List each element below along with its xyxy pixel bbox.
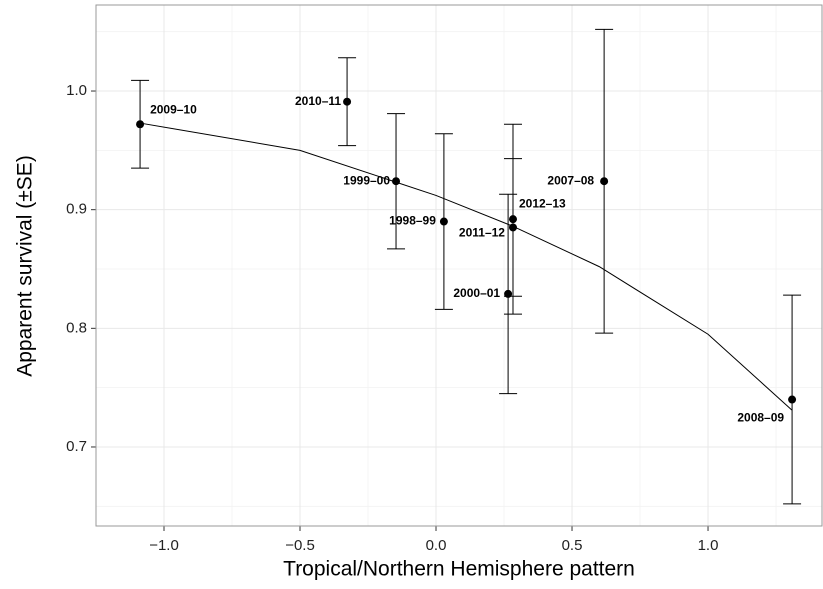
point <box>439 217 448 226</box>
point-label: 2011–12 <box>459 226 505 240</box>
x-tick-label: 0.0 <box>426 537 447 554</box>
point-label: 1998–99 <box>389 214 436 228</box>
x-tick-label: 1.0 <box>698 537 719 554</box>
x-tick-label: 0.5 <box>562 537 583 554</box>
point-label: 2012–13 <box>519 196 566 210</box>
y-tick-label: 0.7 <box>66 438 87 455</box>
x-axis-title: Tropical/Northern Hemisphere pattern <box>283 558 635 581</box>
x-tick-label: −1.0 <box>149 537 179 554</box>
point <box>392 177 401 186</box>
point <box>508 215 517 224</box>
point <box>343 97 352 106</box>
y-tick-label: 0.9 <box>66 201 87 218</box>
y-axis-title: Apparent survival (±SE) <box>14 155 37 377</box>
point <box>600 177 609 186</box>
point-label: 2000–01 <box>453 286 500 300</box>
point-label: 2007–08 <box>547 173 594 187</box>
point-label: 2010–11 <box>295 94 341 108</box>
x-tick-label: −0.5 <box>285 537 315 554</box>
point-label: 2009–10 <box>150 102 197 116</box>
point <box>788 395 797 404</box>
point-label: 2008–09 <box>737 411 784 425</box>
y-tick-label: 0.8 <box>66 319 87 336</box>
point <box>136 120 145 129</box>
point-label: 1999–00 <box>343 173 390 187</box>
plot-frame <box>95 4 823 527</box>
fit-curve <box>139 122 793 411</box>
y-tick-label: 1.0 <box>66 82 87 99</box>
